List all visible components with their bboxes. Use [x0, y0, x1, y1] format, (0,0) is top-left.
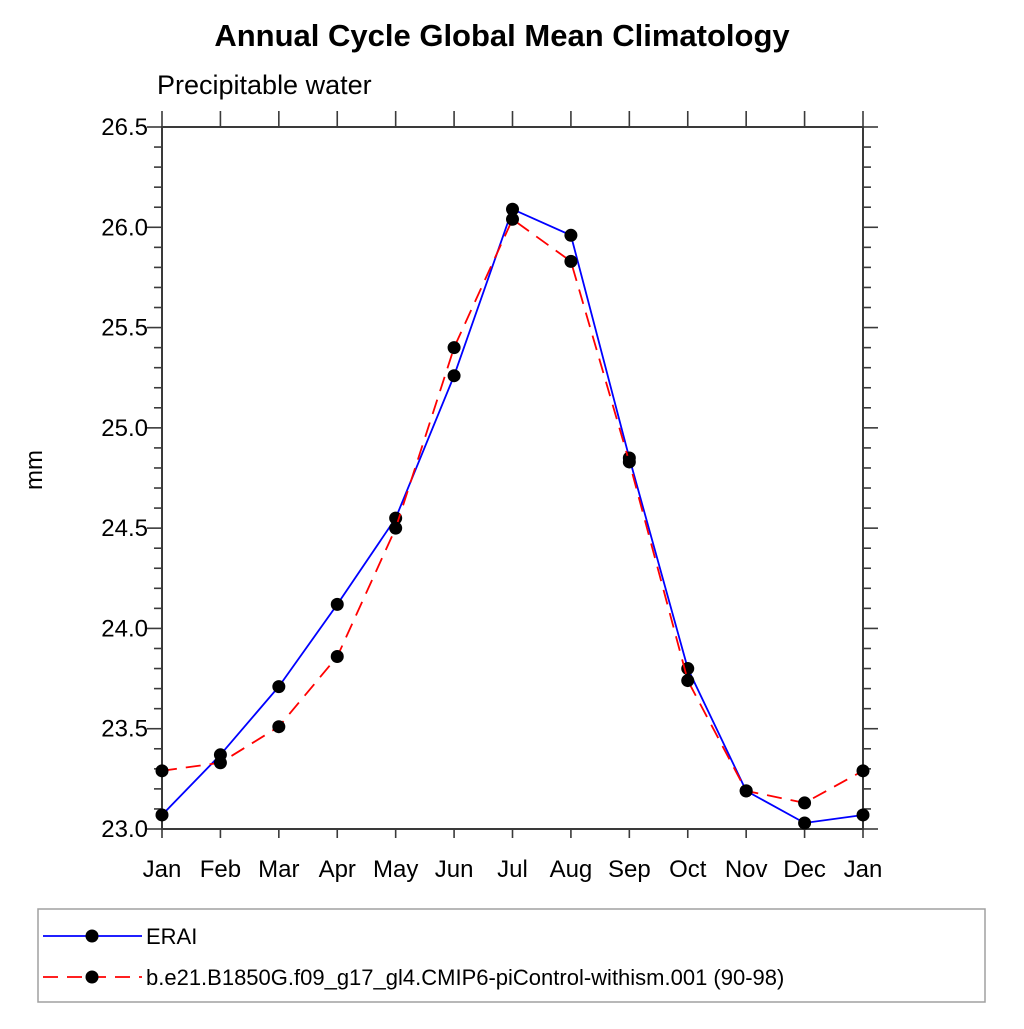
- y-tick-label: 23.0: [101, 816, 148, 843]
- data-point-1: [798, 796, 812, 810]
- y-axis-title: mm: [21, 450, 48, 490]
- plot-area: Jan Feb Mar Apr May Jun Jul Aug Sep Oct Nov Dec Jan 2…: [101, 111, 882, 883]
- data-point-1: [506, 212, 519, 226]
- legend-label-model: b.e21.B1850G.f09_g17_gl4.CMIP6-piControl…: [146, 965, 784, 990]
- data-point-1: [447, 341, 461, 355]
- data-point-0: [856, 808, 870, 822]
- data-point-1: [155, 764, 169, 778]
- data-point-1: [856, 764, 870, 778]
- x-tick-label: Jul: [497, 856, 528, 883]
- x-tick-label: Oct: [669, 856, 707, 883]
- legend-item-model: b.e21.B1850G.f09_g17_gl4.CMIP6-piControl…: [43, 965, 784, 990]
- series-line-0: [161, 207, 864, 824]
- data-point-1: [681, 674, 695, 688]
- data-point-1: [330, 650, 344, 664]
- data-point-0: [272, 680, 286, 694]
- data-point-0: [506, 202, 519, 216]
- legend: ERAI b.e21.B1850G.f09_g17_gl4.CMIP6-piCo…: [37, 908, 986, 1003]
- y-tick-label: 25.5: [101, 315, 148, 342]
- axis-box: [161, 126, 864, 830]
- legend-item-erai: ERAI: [43, 924, 197, 949]
- x-tick-label: Mar: [258, 856, 299, 883]
- x-tick-label: Dec: [783, 856, 826, 883]
- x-tick-label: Feb: [200, 856, 241, 883]
- x-tick-label: Sep: [608, 856, 651, 883]
- data-point-1: [272, 720, 286, 734]
- data-point-0: [330, 597, 344, 611]
- data-point-0: [564, 228, 578, 242]
- x-tick-label: Jan: [844, 856, 883, 883]
- data-point-1: [622, 455, 636, 469]
- series-line-1: [161, 217, 864, 804]
- chart-subtitle: Precipitable water: [157, 70, 372, 100]
- x-tick-label: Jan: [143, 856, 182, 883]
- data-point-1: [564, 254, 578, 268]
- data-point-1: [389, 521, 403, 535]
- data-point-0: [389, 511, 403, 525]
- data-point-0: [798, 816, 812, 830]
- y-tick-label: 24.5: [101, 515, 148, 542]
- data-point-0: [155, 808, 169, 822]
- y-tick-label: 24.0: [101, 615, 148, 642]
- y-tick-label: 26.0: [101, 214, 148, 241]
- x-tick-label: Apr: [319, 856, 356, 883]
- y-tick-label: 26.5: [101, 114, 148, 141]
- data-point-1: [213, 756, 227, 770]
- legend-label-erai: ERAI: [146, 924, 197, 949]
- y-tick-label: 25.0: [101, 415, 148, 442]
- erai-marker-icon: [85, 929, 99, 943]
- x-tick-label: May: [373, 856, 418, 883]
- data-point-1: [739, 784, 753, 798]
- chart-title: Annual Cycle Global Mean Climatology: [214, 18, 790, 53]
- model-marker-icon: [85, 970, 99, 984]
- x-tick-label: Aug: [550, 856, 593, 883]
- y-tick-label: 23.5: [101, 716, 148, 743]
- x-tick-label: Jun: [435, 856, 474, 883]
- data-point-0: [447, 369, 461, 383]
- x-tick-label: Nov: [725, 856, 768, 883]
- legend-box: [37, 908, 986, 1003]
